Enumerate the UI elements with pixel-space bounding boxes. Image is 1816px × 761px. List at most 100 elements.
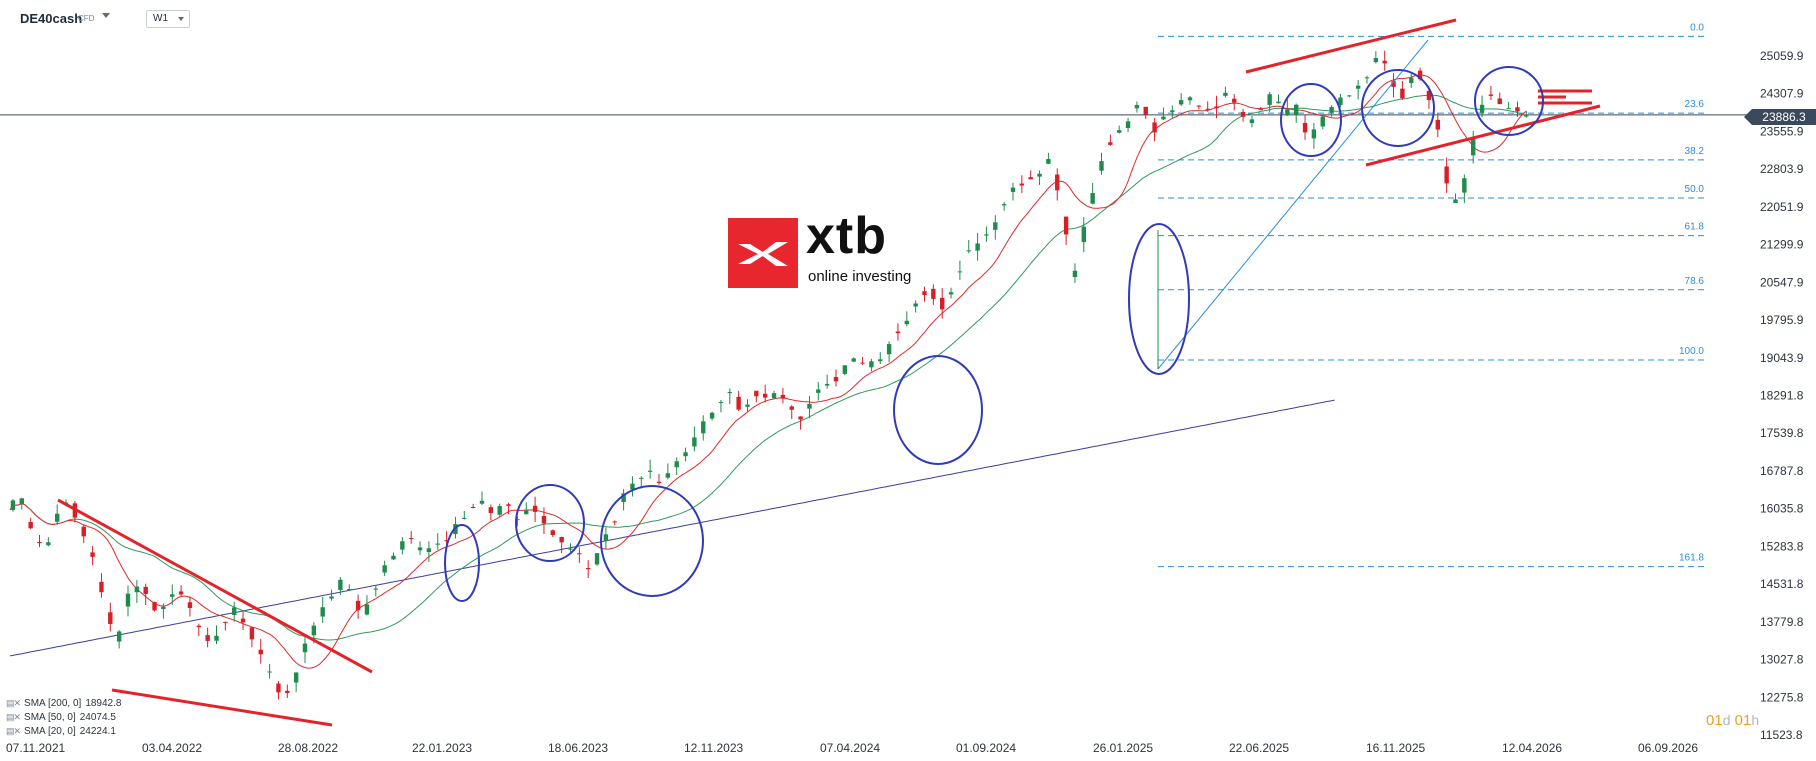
- candle: [1311, 129, 1317, 139]
- candle: [869, 361, 874, 368]
- candle: [417, 547, 423, 551]
- candle: [1329, 107, 1334, 113]
- sma-lines: [9, 74, 1527, 669]
- candle: [1453, 199, 1458, 204]
- candle: [1285, 109, 1290, 116]
- candle: [656, 481, 662, 484]
- candle: [187, 602, 193, 608]
- candle: [966, 250, 971, 252]
- candle: [293, 672, 299, 683]
- candle: [1214, 106, 1219, 109]
- candle: [1010, 187, 1016, 192]
- candle: [1391, 81, 1396, 87]
- highlight-circle: [1128, 223, 1190, 375]
- candle: [125, 593, 131, 607]
- candle: [780, 394, 786, 399]
- indicator-settings-icon[interactable]: ▤✕: [6, 712, 21, 722]
- candle: [1347, 95, 1352, 97]
- xtb-logo-icon: [728, 218, 798, 288]
- candle: [904, 320, 909, 325]
- timeframe-select[interactable]: W1: [146, 10, 190, 28]
- symbol-label[interactable]: DE40cash: [20, 11, 83, 26]
- candle: [276, 683, 281, 693]
- candle: [816, 389, 821, 393]
- logo-wordmark: xtb: [806, 207, 887, 265]
- candle: [1090, 193, 1095, 204]
- x-tick-label: 12.11.2023: [684, 741, 743, 755]
- indicator-settings-icon[interactable]: ▤✕: [6, 698, 21, 708]
- legend-sma50[interactable]: ▤✕ SMA [50, 0] 24074.5: [6, 712, 116, 723]
- legend-sma200[interactable]: ▤✕ SMA [200, 0] 18942.8: [6, 698, 121, 709]
- candle: [1055, 174, 1060, 191]
- candle: [435, 543, 440, 545]
- candle: [771, 393, 777, 399]
- candle: [1355, 85, 1361, 89]
- candle: [948, 292, 954, 295]
- candle: [99, 581, 104, 593]
- bar-countdown: 01d 01h: [1706, 712, 1760, 729]
- candle: [1479, 104, 1485, 113]
- candle: [1232, 98, 1237, 103]
- x-tick-label: 01.09.2024: [956, 741, 1016, 755]
- fib-label: 0.0: [1690, 22, 1704, 33]
- legend-label: SMA [50, 0]: [24, 712, 76, 723]
- candle: [1081, 226, 1086, 243]
- candle: [639, 477, 644, 479]
- legend-label: SMA [200, 0]: [24, 698, 82, 709]
- current-price-tag: 23886.3: [1744, 109, 1816, 125]
- candle: [851, 358, 856, 362]
- candle: [745, 404, 750, 407]
- candle: [1462, 178, 1467, 193]
- candle: [223, 621, 228, 623]
- y-tick-label: 12275.8: [1760, 690, 1804, 704]
- candle: [1249, 119, 1255, 124]
- x-tick-label: 07.11.2021: [6, 741, 65, 755]
- candle: [46, 542, 51, 546]
- candle: [1001, 204, 1007, 206]
- chevron-down-icon: [178, 17, 184, 21]
- candle: [647, 470, 653, 472]
- candle: [1364, 77, 1370, 79]
- candle: [1108, 142, 1113, 145]
- candle: [1072, 270, 1078, 277]
- candle: [267, 671, 272, 673]
- symbol-dropdown-icon[interactable]: [102, 13, 110, 18]
- candle: [895, 331, 901, 334]
- candle: [1134, 105, 1140, 109]
- candle: [559, 536, 564, 543]
- candle: [603, 534, 609, 541]
- candle: [1063, 216, 1069, 235]
- candle: [178, 591, 184, 595]
- chart-toolbar: DE40cash CFD W1: [0, 0, 1816, 34]
- candle: [497, 506, 502, 515]
- y-tick-label: 19795.9: [1760, 313, 1804, 327]
- candle: [1028, 177, 1033, 180]
- trendline: [111, 688, 333, 727]
- indicator-settings-icon[interactable]: ▤✕: [6, 726, 21, 736]
- x-tick-label: 03.04.2022: [142, 741, 202, 755]
- fib-label: 23.6: [1685, 99, 1705, 110]
- candle: [1037, 173, 1042, 177]
- candle: [1276, 101, 1281, 104]
- candle: [532, 505, 538, 512]
- candle: [364, 604, 370, 615]
- x-tick-label: 28.08.2022: [278, 741, 338, 755]
- y-tick-label: 14531.8: [1760, 577, 1804, 591]
- highlight-circle: [1361, 69, 1435, 147]
- candle: [249, 627, 255, 640]
- candle: [462, 517, 467, 519]
- candle: [302, 643, 308, 653]
- candle: [842, 365, 848, 374]
- candle: [506, 504, 511, 506]
- x-tick-label: 06.09.2026: [1638, 741, 1698, 755]
- candle: [329, 596, 334, 599]
- trendline: [1365, 104, 1601, 167]
- highlight-circle: [1280, 83, 1342, 157]
- legend-sma20[interactable]: ▤✕ SMA [20, 0] 24224.1: [6, 726, 116, 737]
- candle: [736, 396, 741, 410]
- candle: [984, 234, 989, 236]
- candle: [152, 602, 157, 611]
- candle: [833, 377, 839, 382]
- candles: [10, 50, 1529, 700]
